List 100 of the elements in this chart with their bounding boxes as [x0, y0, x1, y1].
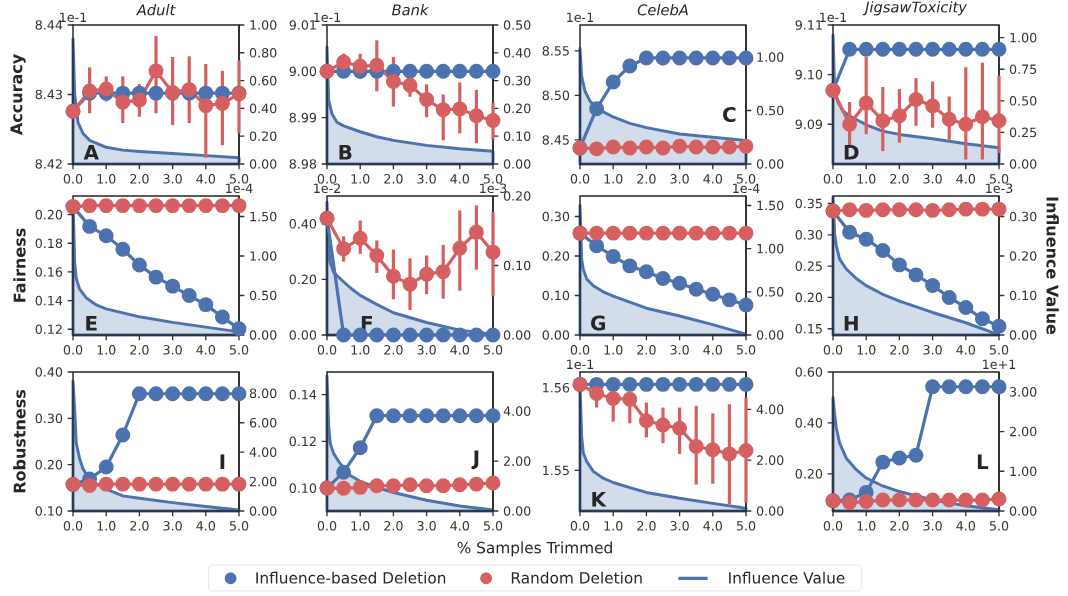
text: 1e-2 — [314, 183, 340, 194]
y2-tick-label: 1.00 — [1010, 32, 1037, 43]
x-tick-label: 5.0 — [229, 345, 249, 355]
x-tick-label: 1.0 — [604, 345, 623, 355]
y2-tick-label: 2.00 — [1009, 426, 1037, 437]
y2-tick-label: 0.00 — [249, 506, 277, 516]
y-tick-label: 0.14 — [35, 295, 63, 306]
x-tick-label: 3.0 — [163, 521, 182, 531]
x-tick-label: 2.0 — [637, 345, 656, 355]
chart-title: CelebA — [637, 4, 688, 16]
x-tick-label: 1.0 — [97, 521, 116, 531]
y2-tick-label: 0.80 — [249, 47, 277, 58]
y2-tick-label: 0.20 — [1009, 251, 1037, 261]
text: 1e-1 — [820, 12, 847, 23]
x-tick-label: 0.0 — [823, 521, 843, 531]
x-tick-label: 3.0 — [417, 521, 436, 531]
y2-tick-label: 0.10 — [1009, 290, 1037, 301]
annotation: L — [977, 454, 989, 470]
y2-tick-label: 0.00 — [1009, 506, 1037, 516]
text: 1e-1 — [567, 12, 594, 23]
y2-tick-label: 0.00 — [1009, 159, 1037, 169]
y2-tick-label: 3.00 — [1010, 387, 1037, 397]
y2-tick-label: 8.00 — [249, 388, 277, 399]
x-tick-label: 1.0 — [97, 345, 116, 355]
legend-label: Influence Value — [729, 571, 845, 584]
y-tick-label: 8.50 — [542, 90, 570, 101]
x-tick-label: 2.0 — [130, 521, 149, 531]
x-tick-label: 5.0 — [483, 174, 503, 184]
x-tick-label: 2.0 — [637, 521, 656, 531]
x-tick-label: 4.0 — [703, 174, 723, 184]
x-tick-label: 3.0 — [163, 345, 182, 355]
x-tick-label: 3.0 — [417, 345, 436, 355]
y2-tick-label: 0.00 — [756, 330, 784, 340]
y2-tick-label: 0.40 — [503, 47, 531, 58]
y-tick-label: 0.30 — [542, 211, 570, 222]
y-tick-label: 0.20 — [795, 292, 823, 303]
x-tick-label: 0.0 — [823, 345, 843, 355]
y-tick-label: 0.35 — [795, 198, 822, 209]
x-tick-label: 4.0 — [956, 345, 976, 355]
y2-tick-label: 0.30 — [1009, 211, 1037, 222]
annotation: G — [591, 315, 605, 331]
x-tick-label: 3.0 — [163, 174, 182, 184]
x-tick-label: 2.0 — [384, 174, 403, 184]
y-tick-label: 8.45 — [542, 135, 569, 145]
annotation: J — [471, 450, 479, 470]
y2-tick-label: 0.40 — [249, 103, 277, 114]
y-tick-label: 8.98 — [289, 159, 317, 169]
annotation: B — [339, 144, 352, 160]
y-tick-label: 0.40 — [795, 418, 823, 428]
x-tick-label: 1.0 — [857, 174, 876, 184]
y-tick-label: 9.11 — [795, 20, 822, 30]
legend-label: Influence-based Deletion — [256, 571, 446, 584]
x-tick-label: 2.0 — [384, 521, 403, 531]
y2-tick-label: 1.50 — [250, 211, 277, 222]
y2-tick-label: 1.00 — [757, 52, 784, 62]
x-tick-label: 0.0 — [63, 174, 83, 184]
x-tick-label: 5.0 — [736, 521, 756, 531]
y-tick-label: 9.09 — [795, 119, 823, 130]
y2-axis-title: Influence Value — [1046, 197, 1059, 335]
x-tick-label: 1.0 — [857, 521, 876, 531]
x-tick-label: 3.0 — [670, 174, 689, 184]
y-tick-label: 0.25 — [795, 261, 822, 271]
x-tick-label: 2.0 — [890, 345, 909, 355]
y-tick-label: 0.16 — [35, 267, 63, 277]
y2-tick-label: 2.00 — [249, 476, 277, 487]
y2-tick-label: 0.75 — [1009, 64, 1037, 75]
text: 1e-1 — [567, 359, 594, 370]
x-tick-label: 1.0 — [351, 174, 370, 184]
y2-tick-label: 2.00 — [503, 456, 531, 466]
y2-tick-label: 0.50 — [1009, 96, 1037, 106]
y-tick-label: 1.55 — [543, 465, 569, 476]
y-axis-title: Robustness — [13, 389, 26, 493]
annotation: A — [83, 144, 99, 160]
x-tick-label: 3.0 — [670, 521, 689, 531]
y2-tick-label: 1.00 — [250, 20, 277, 30]
y-tick-label: 0.10 — [542, 290, 570, 301]
y-tick-label: 0.30 — [795, 230, 823, 240]
y2-tick-label: 0.00 — [249, 159, 277, 169]
x-tick-label: 1.0 — [857, 345, 876, 355]
x-tick-label: 4.0 — [956, 174, 976, 184]
text: 1e-1 — [314, 12, 341, 23]
x-tick-label: 3.0 — [923, 521, 942, 531]
y-tick-label: 0.00 — [542, 330, 570, 340]
text: 1e-4 — [226, 183, 253, 194]
y-tick-label: 1.56 — [543, 382, 570, 393]
y-tick-label: 0.20 — [542, 251, 570, 261]
x-tick-label: 0.0 — [570, 174, 590, 184]
x-tick-label: 0.0 — [317, 521, 337, 531]
y-tick-label: 8.42 — [35, 159, 62, 169]
chart-title: JigsawToxicity — [862, 1, 968, 16]
y2-tick-label: 0.00 — [1009, 330, 1037, 340]
x-tick-label: 0.0 — [63, 345, 83, 355]
x-tick-label: 2.0 — [890, 521, 909, 531]
x-tick-label: 0.0 — [823, 174, 843, 184]
annotation: I — [220, 454, 225, 470]
x-tick-label: 3.0 — [670, 345, 689, 355]
y-tick-label: 0.20 — [795, 469, 823, 479]
x-tick-label: 5.0 — [736, 174, 756, 184]
x-tick-label: 2.0 — [130, 174, 149, 184]
annotation: C — [723, 106, 736, 123]
